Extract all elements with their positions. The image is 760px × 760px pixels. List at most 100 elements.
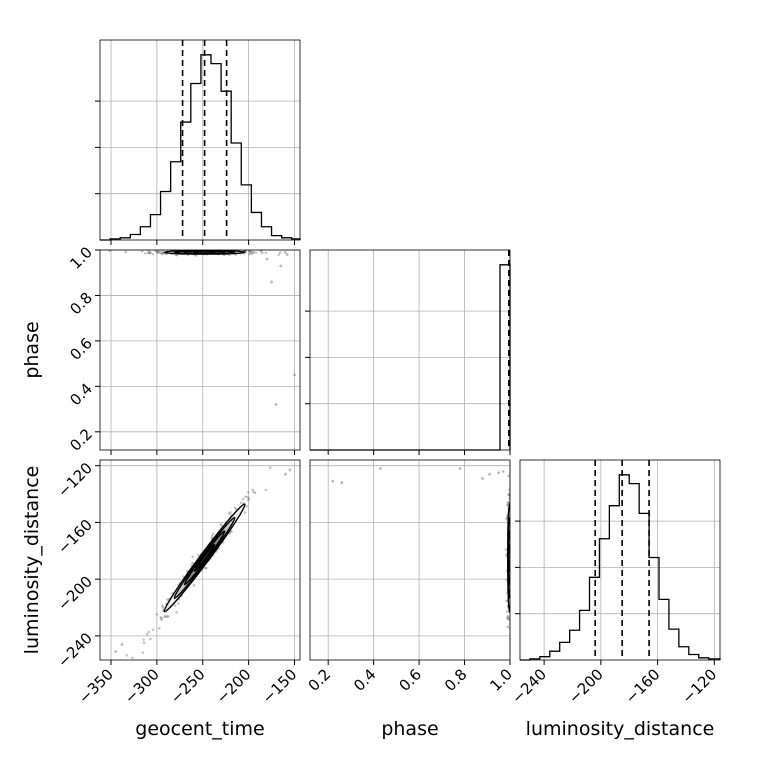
scatter-point (510, 573, 513, 576)
scatter-point (160, 251, 164, 255)
scatter-point (147, 251, 151, 255)
scatter-point (243, 250, 246, 252)
scatter-point (156, 251, 160, 254)
scatter-point (511, 543, 514, 546)
scatter-point (249, 251, 253, 254)
tick-label-x: −240 (508, 665, 550, 707)
scatter-point (264, 251, 268, 255)
scatter-point (177, 602, 180, 605)
tick-label-x: 0.8 (441, 665, 471, 695)
scatter-point (283, 472, 287, 476)
scatter-point (173, 604, 177, 607)
scatter-point (140, 250, 144, 253)
scatter-point (253, 491, 257, 495)
scatter-point (510, 526, 513, 529)
hist-panel-phase (305, 249, 511, 455)
scatter-point (250, 252, 254, 256)
scatter-point (125, 654, 129, 657)
scatter-point (155, 612, 159, 616)
tick-label-x: −160 (622, 665, 664, 707)
tick-label-x: −200 (213, 665, 255, 707)
scatter-point (511, 618, 514, 621)
scatter-point (505, 517, 508, 520)
tick-label-y: 0.8 (66, 289, 96, 319)
scatter-point (163, 615, 166, 619)
scatter-point (244, 495, 247, 498)
scatter-point (164, 614, 168, 618)
scatter-point (145, 632, 149, 636)
tick-label-y: 1.0 (66, 243, 96, 273)
scatter-point (510, 572, 513, 575)
scatter-point (219, 522, 223, 526)
scatter-point (506, 501, 510, 505)
scatter-point (512, 528, 515, 531)
tick-label-y: −120 (54, 459, 96, 501)
scatter-point (247, 250, 251, 252)
scatter-point (501, 469, 505, 473)
scatter-point (154, 250, 157, 253)
scatter-point (506, 616, 509, 620)
density-layer (114, 466, 292, 660)
tick-label-y: −200 (54, 572, 96, 614)
tick-label-x: −350 (75, 665, 117, 707)
scatter-point (211, 532, 215, 536)
scatter-point (508, 493, 510, 497)
scatter-point (241, 497, 245, 501)
scatter-point (506, 625, 510, 629)
axis-label-x: geocent_time (135, 718, 264, 740)
scatter-point (510, 539, 513, 542)
scatter-point (252, 251, 255, 255)
scatter-point (510, 569, 513, 572)
scatter-point (511, 540, 514, 543)
scatter-point (507, 474, 510, 478)
scatter-point (248, 252, 251, 256)
scatter-point (283, 250, 287, 254)
scatter-point (149, 251, 152, 254)
tick-label-x: 0.6 (396, 665, 426, 695)
panel-frame (519, 459, 721, 661)
scatter-point (151, 252, 155, 256)
scatter-point (265, 257, 269, 261)
scatter-point (197, 553, 200, 557)
scatter-point (246, 498, 250, 502)
scatter-point (142, 638, 145, 641)
scatter-point (293, 373, 296, 377)
scatter-point (175, 611, 178, 614)
scatter-point (510, 582, 513, 585)
scatter-point (506, 503, 510, 507)
panel-frame (99, 249, 301, 451)
scatter-point (160, 616, 163, 620)
scatter-point (510, 594, 513, 597)
density-panel-geocent_time-luminosity_distance (95, 459, 301, 665)
scatter-point (261, 251, 264, 255)
scatter-point (191, 561, 194, 565)
tick-label-y: 0.4 (66, 380, 96, 410)
scatter-point (507, 618, 510, 622)
scatter-point (156, 250, 159, 254)
scatter-point (506, 616, 510, 619)
panel-frame (99, 459, 301, 661)
scatter-point (205, 566, 208, 570)
tick-label-x: −300 (121, 665, 163, 707)
histogram-geocent_time (100, 54, 301, 241)
scatter-point (158, 627, 161, 630)
scatter-point (147, 250, 150, 253)
density-contour (193, 250, 216, 255)
scatter-point (252, 490, 255, 494)
scatter-point (149, 637, 152, 641)
scatter-point (510, 569, 513, 572)
scatter-point (506, 614, 510, 618)
scatter-point (114, 650, 117, 653)
histogram-luminosity_distance (520, 474, 721, 661)
scatter-point (220, 524, 223, 527)
density-layer (331, 467, 515, 641)
scatter-point (270, 280, 273, 284)
scatter-point (507, 500, 510, 504)
tick-label-x: 0.4 (350, 665, 380, 695)
scatter-point (278, 251, 282, 254)
hist-panel-geocent_time (95, 39, 301, 245)
scatter-point (161, 606, 165, 609)
scatter-point (233, 506, 237, 510)
scatter-point (244, 250, 248, 252)
hist-panel-luminosity_distance (515, 459, 721, 665)
